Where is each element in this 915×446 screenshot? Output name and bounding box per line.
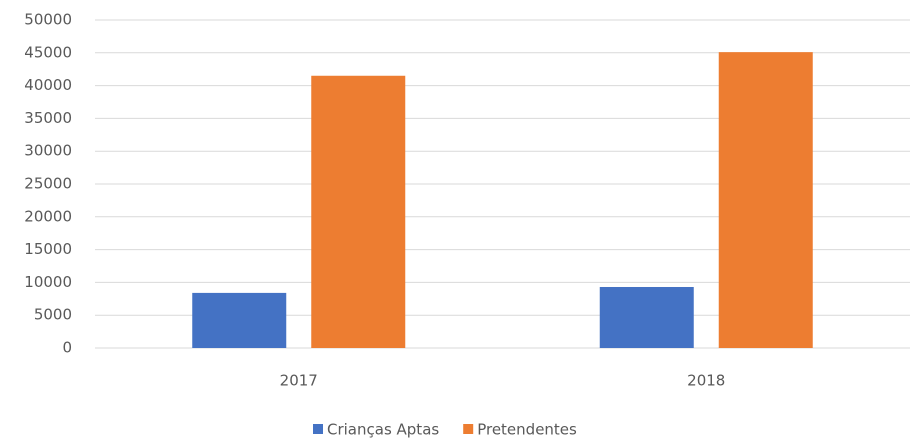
y-tick-label: 50000 <box>24 11 72 29</box>
bar <box>311 75 406 348</box>
y-tick-label: 0 <box>62 339 72 357</box>
y-tick-label: 40000 <box>24 76 72 94</box>
legend-swatch <box>463 424 474 434</box>
y-tick-label: 5000 <box>34 306 72 324</box>
legend-label: Pretendentes <box>477 421 577 439</box>
y-tick-label: 25000 <box>24 175 72 193</box>
y-tick-label: 20000 <box>24 207 72 225</box>
y-tick-label: 35000 <box>24 109 72 127</box>
x-tick-label: 2017 <box>280 372 318 390</box>
bar <box>718 52 813 348</box>
y-tick-label: 45000 <box>24 43 72 61</box>
y-tick-label: 15000 <box>24 240 72 258</box>
x-tick-label: 2018 <box>687 372 725 390</box>
bar <box>192 292 287 348</box>
bar <box>599 286 694 348</box>
y-tick-label: 10000 <box>24 273 72 291</box>
legend-label: Crianças Aptas <box>327 421 439 439</box>
y-tick-label: 30000 <box>24 142 72 160</box>
legend-swatch <box>313 424 323 434</box>
